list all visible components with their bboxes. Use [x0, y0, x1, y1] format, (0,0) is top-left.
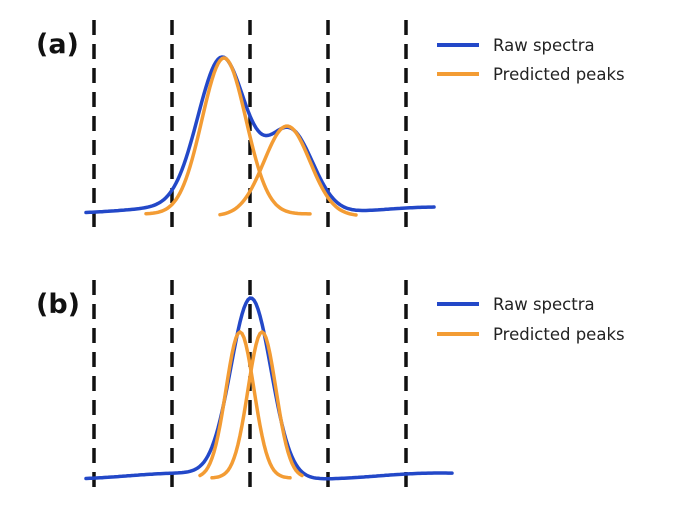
panel-b: (b) Raw spectra Predicted peaks	[36, 280, 625, 494]
raw-spectra-curve	[84, 55, 436, 215]
legend-label-raw: Raw spectra	[493, 36, 595, 55]
legend-label-raw: Raw spectra	[493, 295, 595, 314]
dashed-lines	[92, 20, 408, 234]
legend-label-predicted: Predicted peaks	[493, 65, 625, 84]
predicted-peak-curve	[210, 329, 304, 480]
raw-spectra-curve	[84, 296, 454, 481]
panel-label: (b)	[36, 289, 80, 320]
legend-label-predicted: Predicted peaks	[493, 325, 625, 344]
curves	[84, 296, 454, 481]
panel-a: (a) Raw spectra Predicted peaks	[36, 20, 625, 234]
predicted-peak-curve	[218, 124, 358, 217]
panel-label: (a)	[36, 29, 79, 60]
predicted-peak-curve	[198, 329, 292, 480]
predicted-peak-curve	[144, 56, 312, 216]
dashed-lines	[92, 280, 408, 494]
curves	[84, 55, 436, 217]
